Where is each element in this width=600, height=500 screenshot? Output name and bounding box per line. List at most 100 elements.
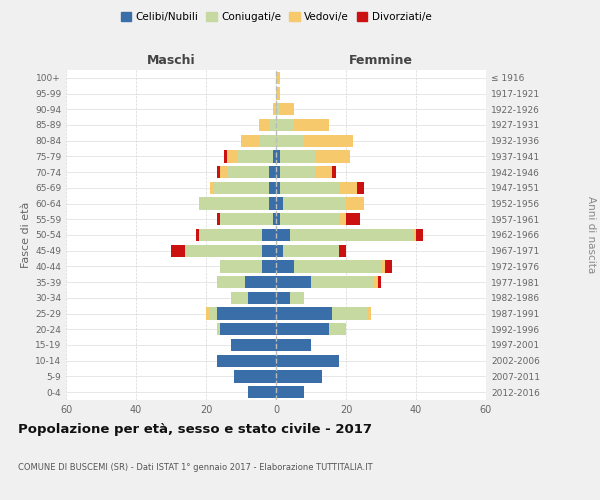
Bar bbox=[185, 244, 262, 257]
Bar bbox=[314, 166, 332, 178]
Bar bbox=[276, 182, 280, 194]
Bar bbox=[276, 72, 280, 84]
Bar bbox=[311, 276, 374, 288]
Bar bbox=[276, 150, 280, 162]
Bar bbox=[234, 370, 276, 382]
Bar bbox=[280, 150, 314, 162]
Bar bbox=[238, 150, 272, 162]
Text: Popolazione per età, sesso e stato civile - 2017: Popolazione per età, sesso e stato civil… bbox=[18, 422, 372, 436]
Bar bbox=[262, 229, 276, 241]
Bar bbox=[199, 229, 262, 241]
Bar bbox=[262, 260, 276, 272]
Bar bbox=[329, 323, 346, 336]
Bar bbox=[339, 213, 346, 226]
Bar bbox=[220, 166, 227, 178]
Bar bbox=[276, 244, 283, 257]
Bar bbox=[416, 229, 423, 241]
Bar bbox=[314, 150, 349, 162]
Text: Maschi: Maschi bbox=[146, 54, 196, 66]
Bar bbox=[213, 182, 269, 194]
Bar bbox=[269, 119, 276, 131]
Bar bbox=[269, 166, 276, 178]
Bar bbox=[272, 213, 276, 226]
Bar bbox=[280, 213, 339, 226]
Bar bbox=[276, 229, 290, 241]
Text: Femmine: Femmine bbox=[349, 54, 413, 66]
Y-axis label: Fasce di età: Fasce di età bbox=[21, 202, 31, 268]
Bar bbox=[332, 166, 335, 178]
Bar bbox=[230, 339, 276, 351]
Bar bbox=[293, 119, 329, 131]
Bar bbox=[367, 308, 371, 320]
Bar bbox=[217, 354, 276, 367]
Bar bbox=[272, 150, 276, 162]
Bar bbox=[272, 103, 276, 116]
Bar bbox=[227, 166, 269, 178]
Bar bbox=[276, 88, 280, 100]
Bar bbox=[241, 134, 259, 147]
Bar bbox=[276, 103, 280, 116]
Bar bbox=[304, 134, 353, 147]
Bar bbox=[290, 292, 304, 304]
Bar bbox=[227, 150, 238, 162]
Bar bbox=[339, 182, 356, 194]
Bar bbox=[293, 260, 381, 272]
Legend: Celibi/Nubili, Coniugati/e, Vedovi/e, Divorziati/e: Celibi/Nubili, Coniugati/e, Vedovi/e, Di… bbox=[116, 8, 436, 26]
Bar bbox=[332, 308, 367, 320]
Bar bbox=[245, 276, 276, 288]
Bar bbox=[276, 198, 283, 209]
Bar bbox=[276, 370, 322, 382]
Bar bbox=[356, 182, 364, 194]
Bar bbox=[220, 213, 272, 226]
Bar bbox=[413, 229, 416, 241]
Bar bbox=[199, 198, 269, 209]
Bar bbox=[171, 244, 185, 257]
Bar bbox=[248, 386, 276, 398]
Bar bbox=[220, 323, 276, 336]
Bar bbox=[248, 292, 276, 304]
Bar bbox=[385, 260, 392, 272]
Bar bbox=[346, 213, 360, 226]
Bar bbox=[276, 308, 332, 320]
Bar bbox=[209, 308, 217, 320]
Bar bbox=[374, 276, 377, 288]
Bar bbox=[217, 308, 276, 320]
Bar bbox=[220, 260, 262, 272]
Bar bbox=[276, 354, 339, 367]
Bar bbox=[262, 244, 276, 257]
Bar bbox=[206, 308, 209, 320]
Bar bbox=[276, 292, 290, 304]
Bar bbox=[217, 166, 220, 178]
Bar bbox=[223, 150, 227, 162]
Bar bbox=[269, 198, 276, 209]
Bar bbox=[276, 323, 329, 336]
Bar bbox=[276, 213, 280, 226]
Bar bbox=[209, 182, 213, 194]
Bar bbox=[217, 213, 220, 226]
Bar bbox=[377, 276, 381, 288]
Bar bbox=[381, 260, 385, 272]
Bar bbox=[280, 166, 314, 178]
Bar bbox=[276, 386, 304, 398]
Bar bbox=[276, 276, 311, 288]
Bar bbox=[259, 134, 276, 147]
Bar bbox=[217, 276, 245, 288]
Bar bbox=[217, 323, 220, 336]
Bar bbox=[259, 119, 269, 131]
Bar bbox=[346, 198, 364, 209]
Bar bbox=[196, 229, 199, 241]
Bar bbox=[339, 244, 346, 257]
Text: Anni di nascita: Anni di nascita bbox=[586, 196, 596, 274]
Bar bbox=[276, 134, 304, 147]
Bar bbox=[290, 229, 413, 241]
Bar bbox=[276, 119, 293, 131]
Bar bbox=[280, 182, 339, 194]
Bar bbox=[276, 166, 280, 178]
Bar bbox=[276, 339, 311, 351]
Text: COMUNE DI BUSCEMI (SR) - Dati ISTAT 1° gennaio 2017 - Elaborazione TUTTITALIA.IT: COMUNE DI BUSCEMI (SR) - Dati ISTAT 1° g… bbox=[18, 463, 373, 472]
Bar bbox=[230, 292, 248, 304]
Bar bbox=[269, 182, 276, 194]
Bar bbox=[283, 244, 339, 257]
Bar bbox=[276, 260, 293, 272]
Bar bbox=[283, 198, 346, 209]
